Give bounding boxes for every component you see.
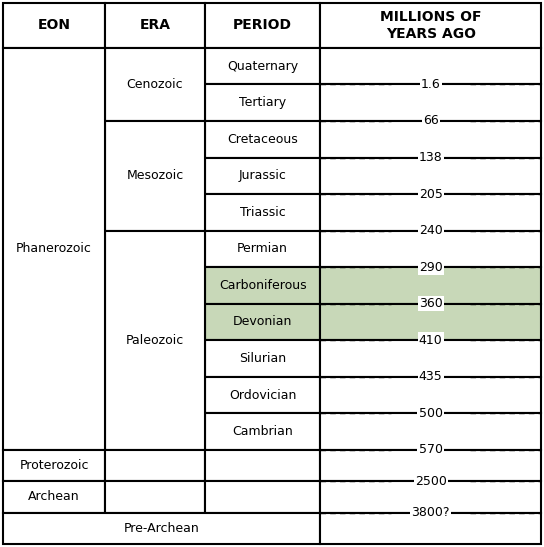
Text: Pre-Archean: Pre-Archean	[124, 522, 200, 535]
Text: 500: 500	[419, 407, 443, 420]
Text: Cretaceous: Cretaceous	[227, 133, 298, 146]
Text: Cenozoic: Cenozoic	[127, 78, 183, 91]
Bar	[320, 513, 541, 544]
Bar	[205, 450, 320, 481]
Bar	[105, 3, 205, 48]
Text: 205: 205	[419, 188, 443, 201]
Text: ERA: ERA	[139, 19, 170, 32]
Bar	[320, 3, 541, 48]
Text: EON: EON	[38, 19, 71, 32]
Bar	[320, 231, 541, 267]
Bar	[105, 450, 205, 481]
Bar	[320, 377, 541, 414]
Bar	[3, 481, 105, 513]
Bar	[320, 450, 541, 481]
Text: 570: 570	[419, 444, 443, 456]
Bar	[320, 194, 541, 231]
Text: Jurassic: Jurassic	[239, 170, 287, 182]
Text: 410: 410	[419, 334, 443, 347]
Text: 1.6: 1.6	[421, 78, 441, 91]
Text: MILLIONS OF
YEARS AGO: MILLIONS OF YEARS AGO	[380, 10, 481, 40]
Text: Silurian: Silurian	[239, 352, 286, 365]
Text: PERIOD: PERIOD	[233, 19, 292, 32]
Text: 435: 435	[419, 370, 443, 383]
Text: 66: 66	[423, 114, 438, 127]
Bar	[320, 481, 541, 513]
Text: Archean: Archean	[28, 491, 80, 503]
Bar	[105, 48, 205, 121]
Bar	[205, 304, 320, 340]
Bar	[205, 84, 320, 121]
Bar	[205, 481, 320, 513]
Bar	[205, 121, 320, 158]
Bar	[105, 481, 205, 513]
Text: Devonian: Devonian	[233, 316, 292, 328]
Bar	[205, 377, 320, 414]
Text: Phanerozoic: Phanerozoic	[16, 242, 92, 255]
Bar	[205, 158, 320, 194]
Bar	[320, 48, 541, 84]
Text: Carboniferous: Carboniferous	[219, 279, 306, 292]
Bar	[3, 450, 105, 481]
Text: Quaternary: Quaternary	[227, 60, 298, 73]
Text: Permian: Permian	[237, 242, 288, 255]
Text: Mesozoic: Mesozoic	[126, 170, 184, 182]
Text: 138: 138	[419, 151, 443, 164]
Bar	[3, 48, 105, 450]
Bar	[320, 84, 541, 121]
Text: 3800?: 3800?	[411, 506, 450, 519]
Bar	[205, 231, 320, 267]
Bar	[105, 121, 205, 231]
Bar	[320, 304, 541, 340]
Bar	[320, 267, 541, 304]
Text: Proterozoic: Proterozoic	[20, 459, 89, 472]
Bar	[320, 158, 541, 194]
Bar	[205, 340, 320, 377]
Text: Cambrian: Cambrian	[232, 425, 293, 438]
Bar	[105, 231, 205, 450]
Bar	[205, 48, 320, 84]
Bar	[320, 414, 541, 450]
Bar	[205, 267, 320, 304]
Bar	[205, 414, 320, 450]
Bar	[3, 3, 105, 48]
Text: 240: 240	[419, 224, 443, 237]
Text: Paleozoic: Paleozoic	[126, 334, 184, 347]
Bar	[3, 513, 320, 544]
Text: 360: 360	[419, 297, 443, 310]
Bar	[320, 340, 541, 377]
Text: Ordovician: Ordovician	[229, 388, 296, 401]
Text: Triassic: Triassic	[240, 206, 286, 219]
Text: 2500: 2500	[415, 475, 447, 488]
Bar	[205, 3, 320, 48]
Bar	[320, 121, 541, 158]
Text: Tertiary: Tertiary	[239, 96, 286, 109]
Bar	[205, 194, 320, 231]
Text: 290: 290	[419, 261, 443, 274]
